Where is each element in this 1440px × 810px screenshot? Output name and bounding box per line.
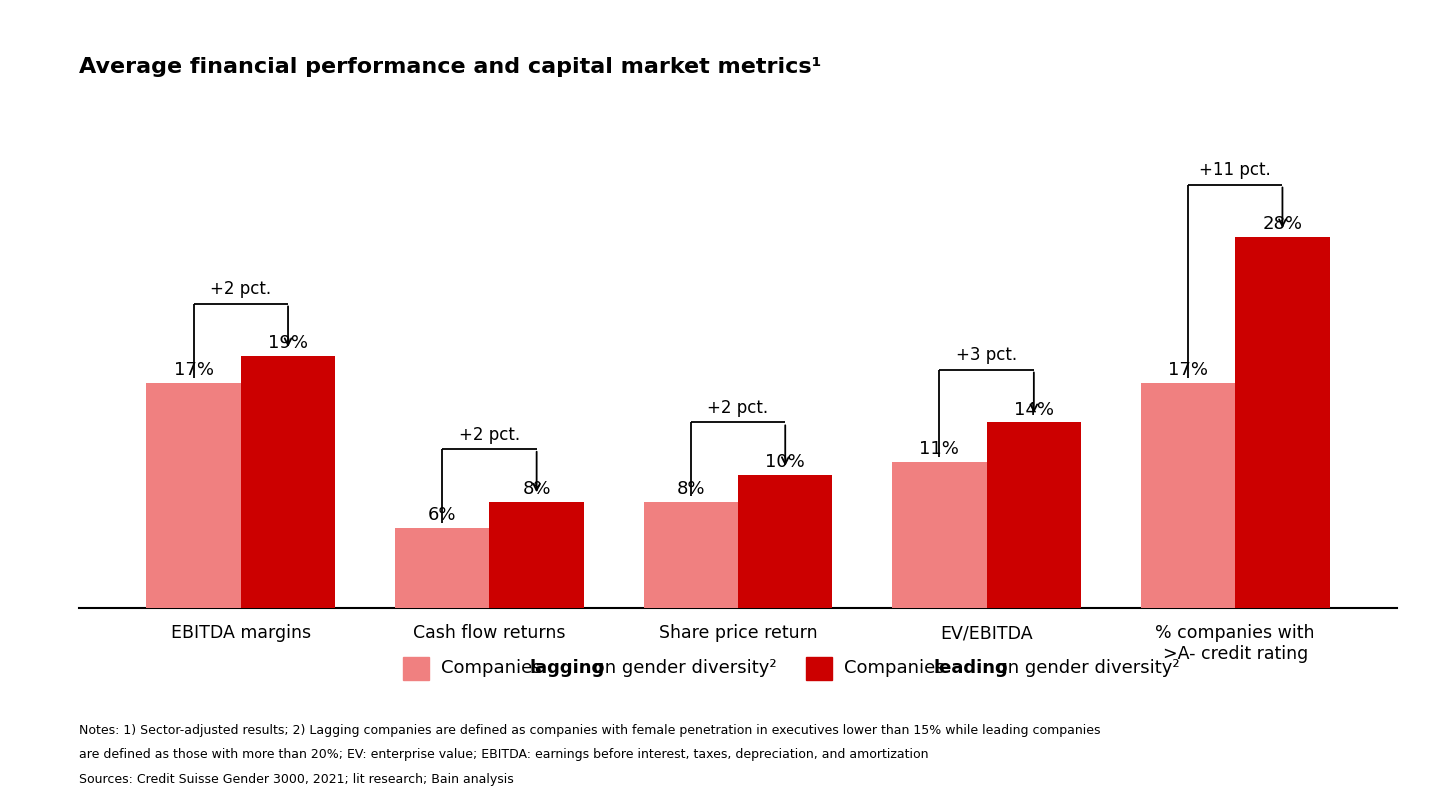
Text: +2 pct.: +2 pct.: [707, 399, 769, 417]
Bar: [644, 501, 737, 608]
Text: 8%: 8%: [677, 480, 706, 498]
Text: on gender diversity²: on gender diversity²: [991, 659, 1179, 677]
Bar: [395, 528, 490, 608]
Text: 28%: 28%: [1263, 215, 1302, 233]
Bar: [240, 356, 336, 608]
Text: Companies: Companies: [441, 659, 547, 677]
Bar: [490, 501, 583, 608]
Bar: [147, 383, 240, 608]
Text: 14%: 14%: [1014, 400, 1054, 419]
Text: are defined as those with more than 20%; EV: enterprise value; EBITDA: earnings : are defined as those with more than 20%;…: [79, 748, 929, 761]
Bar: [986, 423, 1081, 608]
Bar: [893, 463, 986, 608]
Text: +2 pct.: +2 pct.: [459, 425, 520, 444]
Text: 17%: 17%: [174, 361, 213, 379]
Text: +2 pct.: +2 pct.: [210, 280, 271, 298]
Text: Average financial performance and capital market metrics¹: Average financial performance and capita…: [79, 57, 822, 77]
Text: 11%: 11%: [919, 440, 959, 458]
Bar: [737, 475, 832, 608]
Text: on gender diversity²: on gender diversity²: [588, 659, 776, 677]
Text: +11 pct.: +11 pct.: [1200, 161, 1272, 179]
Text: +3 pct.: +3 pct.: [956, 347, 1017, 364]
Text: Notes: 1) Sector-adjusted results; 2) Lagging companies are defined as companies: Notes: 1) Sector-adjusted results; 2) La…: [79, 724, 1100, 737]
Text: 6%: 6%: [428, 506, 456, 524]
Text: lagging: lagging: [530, 659, 605, 677]
Text: Sources: Credit Suisse Gender 3000, 2021; lit research; Bain analysis: Sources: Credit Suisse Gender 3000, 2021…: [79, 773, 514, 786]
Text: 8%: 8%: [523, 480, 552, 498]
Text: 17%: 17%: [1168, 361, 1208, 379]
Text: leading: leading: [933, 659, 1008, 677]
Text: 10%: 10%: [765, 454, 805, 471]
Bar: [1140, 383, 1236, 608]
Text: 19%: 19%: [268, 335, 308, 352]
Bar: [1236, 237, 1329, 608]
Text: Companies: Companies: [844, 659, 950, 677]
